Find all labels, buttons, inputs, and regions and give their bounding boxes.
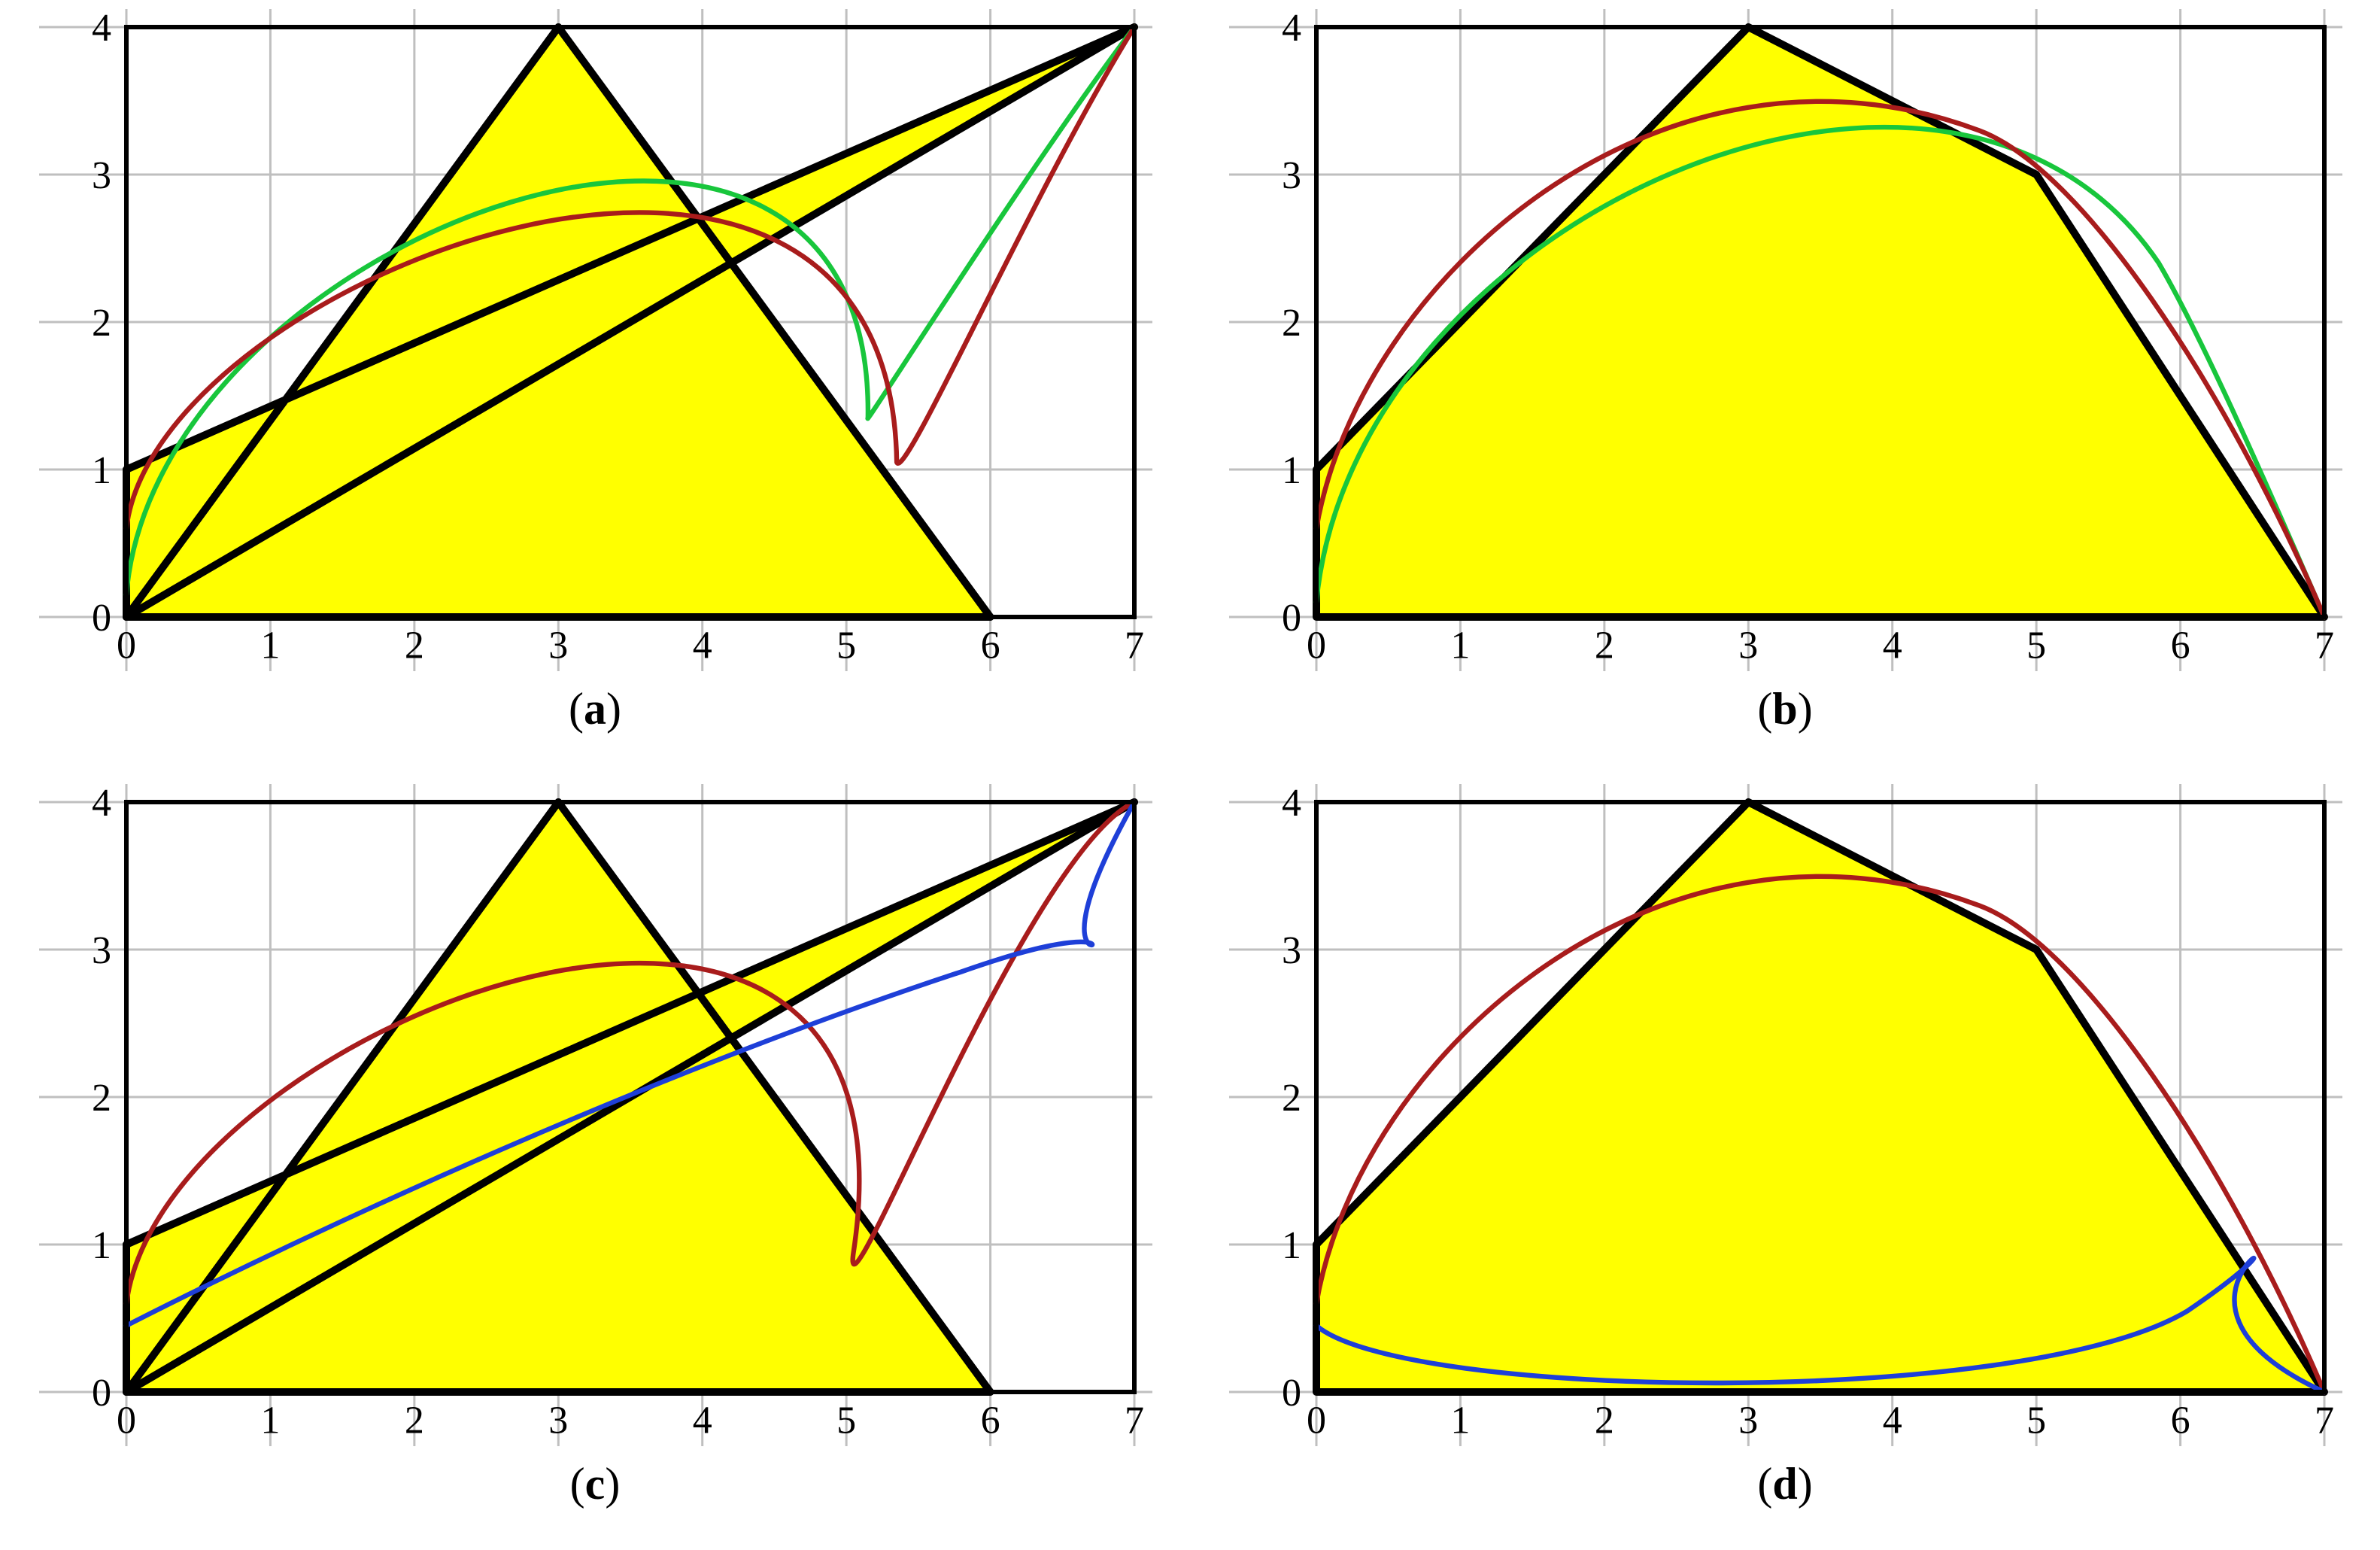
plot-wrap-a: 0 1 2 3 4 5 6 7 0 1 2 3 4 (38, 9, 1152, 679)
caption-paren-open: ( (1757, 1460, 1772, 1509)
xtick-label: 1 (260, 625, 279, 667)
panel-b: 0 1 2 3 4 5 6 7 0 1 2 3 4 (b) (1190, 0, 2380, 775)
ytick-label: 0 (1281, 1372, 1301, 1415)
panel-d: 0 1 2 3 4 5 6 7 0 1 2 3 4 (d) (1190, 775, 2380, 1550)
ytick-label: 2 (1281, 1077, 1301, 1120)
ytick-label: 1 (1281, 1224, 1301, 1267)
caption-paren-close: ) (1798, 1460, 1813, 1509)
xtick-label: 3 (1738, 1400, 1757, 1442)
plot-wrap-c: 0 1 2 3 4 5 6 7 0 1 2 3 4 (38, 784, 1152, 1454)
xtick-label: 6 (980, 625, 1000, 667)
xtick-label: 2 (1594, 625, 1613, 667)
xtick-label: 5 (2026, 1400, 2045, 1442)
ytick-label: 4 (91, 9, 111, 50)
xtick-label: 6 (980, 1400, 1000, 1442)
caption-paren-close: ) (1798, 685, 1813, 734)
xtick-label: 5 (836, 1400, 855, 1442)
caption-b: (b) (1757, 685, 1812, 736)
xtick-label: 4 (1882, 625, 1902, 667)
caption-paren-close: ) (605, 1460, 620, 1509)
ytick-label: 3 (91, 154, 111, 197)
ytick-label: 2 (91, 1077, 111, 1120)
plot-c: 0 1 2 3 4 5 6 7 0 1 2 3 4 (38, 784, 1152, 1446)
xtick-label: 1 (1450, 625, 1469, 667)
caption-d: (d) (1757, 1460, 1812, 1511)
xtick-label: 2 (404, 1400, 423, 1442)
ytick-label: 1 (1281, 449, 1301, 492)
xtick-label: 0 (116, 1400, 135, 1442)
xtick-label: 2 (404, 625, 423, 667)
ytick-label: 0 (1281, 597, 1301, 640)
ytick-label: 4 (1281, 9, 1301, 50)
plot-wrap-b: 0 1 2 3 4 5 6 7 0 1 2 3 4 (1228, 9, 2342, 679)
ytick-label: 1 (91, 449, 111, 492)
ytick-label: 2 (1281, 302, 1301, 345)
caption-paren-close: ) (606, 685, 621, 734)
xtick-label: 4 (692, 625, 712, 667)
ytick-label: 0 (91, 597, 111, 640)
caption-c: (c) (570, 1460, 621, 1511)
xtick-label: 6 (2170, 1400, 2190, 1442)
ytick-label: 0 (91, 1372, 111, 1415)
xtick-label: 0 (116, 625, 135, 667)
ytick-label: 4 (1281, 784, 1301, 825)
plot-wrap-d: 0 1 2 3 4 5 6 7 0 1 2 3 4 (1228, 784, 2342, 1454)
xtick-label: 7 (2314, 625, 2333, 667)
plot-a: 0 1 2 3 4 5 6 7 0 1 2 3 4 (38, 9, 1152, 671)
xtick-label: 4 (692, 1400, 712, 1442)
xtick-label: 1 (260, 1400, 279, 1442)
caption-paren-open: ( (569, 685, 584, 734)
plot-d: 0 1 2 3 4 5 6 7 0 1 2 3 4 (1228, 784, 2342, 1446)
caption-letter: b (1772, 685, 1797, 734)
caption-letter: c (585, 1460, 606, 1509)
xtick-label: 7 (1124, 1400, 1143, 1442)
xtick-label: 1 (1450, 1400, 1469, 1442)
xtick-label: 0 (1306, 625, 1325, 667)
caption-a: (a) (569, 685, 621, 736)
xtick-label: 6 (2170, 625, 2190, 667)
xtick-label: 3 (548, 1400, 567, 1442)
panel-a: 0 1 2 3 4 5 6 7 0 1 2 3 4 (a) (0, 0, 1190, 775)
ytick-label: 1 (91, 1224, 111, 1267)
panel-grid: 0123456701234(a)0123456701234(b)01234567… (0, 0, 2380, 1550)
caption-letter: d (1772, 1460, 1797, 1509)
caption-paren-open: ( (1757, 685, 1772, 734)
xtick-label: 7 (1124, 625, 1143, 667)
plot-b: 0 1 2 3 4 5 6 7 0 1 2 3 4 (1228, 9, 2342, 671)
panel-c: 0 1 2 3 4 5 6 7 0 1 2 3 4 (c) (0, 775, 1190, 1550)
xtick-label: 4 (1882, 1400, 1902, 1442)
xtick-label: 0 (1306, 1400, 1325, 1442)
xtick-label: 2 (1594, 1400, 1613, 1442)
figure-2x2: 0123456701234(a)0123456701234(b)01234567… (0, 0, 2380, 1550)
ytick-label: 3 (91, 929, 111, 972)
xtick-label: 3 (548, 625, 567, 667)
ytick-label: 2 (91, 302, 111, 345)
caption-paren-open: ( (570, 1460, 585, 1509)
ytick-label: 3 (1281, 929, 1301, 972)
xtick-label: 5 (836, 625, 855, 667)
ytick-label: 3 (1281, 154, 1301, 197)
xtick-label: 3 (1738, 625, 1757, 667)
xtick-label: 7 (2314, 1400, 2333, 1442)
ytick-label: 4 (91, 784, 111, 825)
caption-letter: a (584, 685, 606, 734)
xtick-label: 5 (2026, 625, 2045, 667)
